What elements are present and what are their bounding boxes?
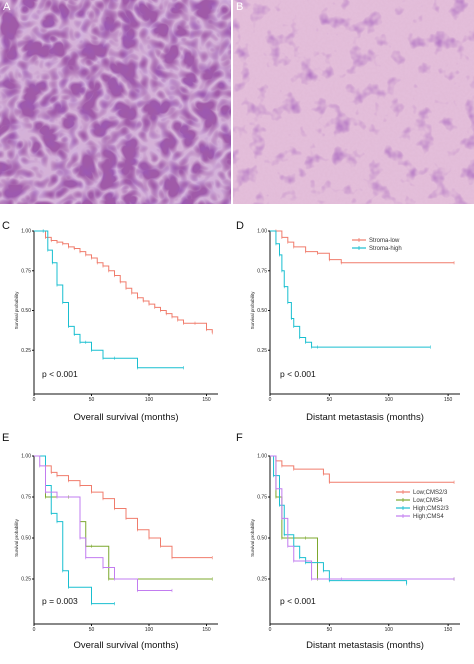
x-axis-label-c: Overall survival (months) — [73, 412, 178, 423]
x-tick-label-c: 50 — [89, 397, 95, 403]
p-value-c: p < 0.001 — [42, 369, 78, 379]
histology-a-svg — [0, 0, 231, 204]
legend-label-f: High;CMS4 — [413, 514, 444, 520]
chart-d: 0.25 0.50 0.75 1.00 0 50 100 150 Survival probab… — [250, 229, 460, 423]
p-value-d: p < 0.001 — [280, 369, 316, 379]
y-tick-label-d: 1.00 — [257, 229, 267, 235]
x-axis-label-f: Distant metastasis (months) — [306, 640, 424, 651]
x-axis-label-e: Overall survival (months) — [73, 640, 178, 651]
legend-label-d: Stroma-high — [369, 246, 402, 252]
km-curve-c-1 — [34, 230, 184, 369]
km-curve-e-0 — [34, 455, 213, 559]
x-tick-label-e: 150 — [202, 627, 211, 633]
y-axis-label-d: Survival probability — [250, 291, 255, 330]
y-tick-label-e: 0.25 — [21, 577, 31, 583]
y-tick-label-e: 0.75 — [21, 495, 31, 501]
km-curve-f-2 — [270, 455, 408, 584]
x-tick-label-e: 100 — [145, 627, 154, 633]
x-tick-label-d: 150 — [444, 397, 453, 403]
x-tick-label-e: 50 — [89, 627, 95, 633]
histology-image-a — [0, 0, 231, 204]
panel-letter-a: A — [3, 1, 11, 13]
km-curve-e-3 — [34, 455, 172, 591]
x-tick-label-f: 50 — [327, 627, 333, 633]
panel-letter-c: C — [2, 220, 10, 232]
y-tick-label-d: 0.50 — [257, 308, 267, 314]
chart-c: 0.25 0.50 0.75 1.00 0 50 100 150 Survival probab… — [14, 229, 218, 423]
km-curve-d-1 — [270, 230, 431, 348]
legend-label-d: Stroma-low — [369, 238, 400, 244]
y-tick-label-d: 0.75 — [257, 268, 267, 274]
x-tick-label-f: 150 — [444, 627, 453, 633]
y-tick-label-f: 1.00 — [257, 454, 267, 460]
x-tick-label-e: 0 — [33, 627, 36, 633]
x-tick-label-f: 100 — [385, 627, 394, 633]
panel-letter-d: D — [236, 220, 244, 232]
panel-letter-e: E — [2, 432, 10, 444]
x-tick-label-d: 100 — [385, 397, 394, 403]
y-tick-label-c: 1.00 — [21, 229, 31, 235]
y-axis-label-c: Survival probability — [14, 291, 19, 330]
km-curve-d-0 — [270, 230, 455, 264]
y-axis-label-e: Survival probability — [14, 518, 19, 557]
legend-label-f: Low;CMS2/3 — [413, 490, 448, 496]
y-tick-label-c: 0.50 — [21, 308, 31, 314]
p-value-e: p = 0.003 — [42, 596, 78, 606]
y-tick-label-f: 0.75 — [257, 495, 267, 501]
y-tick-label-f: 0.25 — [257, 577, 267, 583]
km-curve-f-0 — [270, 455, 455, 483]
chart-e: 0.25 0.50 0.75 1.00 0 50 100 150 Survival probab… — [14, 454, 218, 651]
x-tick-label-c: 100 — [145, 397, 154, 403]
x-tick-label-f: 0 — [269, 627, 272, 633]
x-tick-label-d: 0 — [269, 397, 272, 403]
km-curve-e-2 — [34, 455, 115, 605]
y-tick-label-e: 0.50 — [21, 536, 31, 542]
p-value-f: p < 0.001 — [280, 596, 316, 606]
y-tick-label-f: 0.50 — [257, 536, 267, 542]
y-tick-label-c: 0.75 — [21, 268, 31, 274]
chart-f: 0.25 0.50 0.75 1.00 0 50 100 150 Survival probab… — [250, 454, 460, 651]
legend-label-f: Low;CMS4 — [413, 498, 443, 504]
x-tick-label-c: 150 — [202, 397, 211, 403]
y-tick-label-e: 1.00 — [21, 454, 31, 460]
y-axis-label-f: Survival probability — [250, 518, 255, 557]
legend-label-f: High;CMS2/3 — [413, 506, 449, 512]
histology-image-b — [233, 0, 474, 204]
y-tick-label-c: 0.25 — [21, 348, 31, 354]
panel-letter-b: B — [236, 1, 244, 13]
km-curve-e-1 — [34, 455, 213, 580]
km-curve-c-0 — [34, 230, 213, 333]
x-tick-label-d: 50 — [327, 397, 333, 403]
y-tick-label-d: 0.25 — [257, 348, 267, 354]
x-axis-label-d: Distant metastasis (months) — [306, 412, 424, 423]
panel-letter-f: F — [236, 432, 243, 444]
x-tick-label-c: 0 — [33, 397, 36, 403]
histology-b-svg — [233, 0, 474, 204]
